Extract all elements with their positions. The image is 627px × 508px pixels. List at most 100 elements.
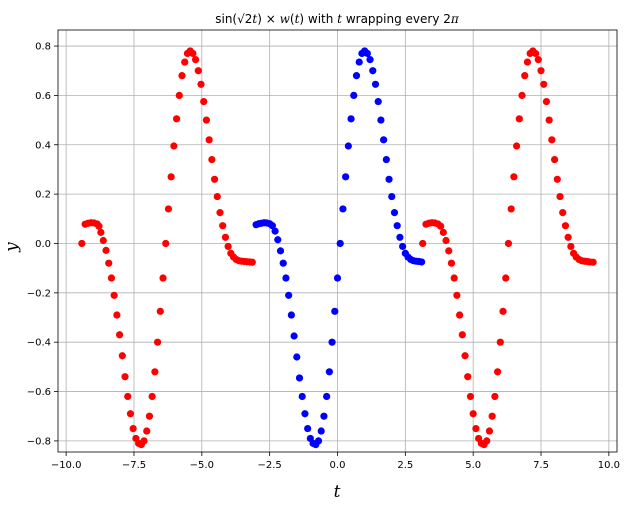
x-tick-label: 10.0 (598, 460, 620, 471)
data-point (97, 228, 105, 236)
data-point (464, 373, 472, 381)
data-point (537, 67, 545, 75)
data-point (124, 392, 132, 401)
data-point (159, 274, 167, 282)
chart-title-part: t (295, 12, 300, 26)
data-point (113, 311, 121, 319)
data-point (366, 56, 374, 64)
y-tick-label: −0.6 (27, 387, 51, 398)
data-point (390, 209, 399, 217)
data-point (550, 155, 559, 164)
y-tick-label: −0.2 (27, 288, 51, 299)
data-point (200, 97, 208, 106)
chart-title-part: π (450, 12, 460, 26)
chart-title-part: sin( (215, 12, 237, 26)
data-point (377, 116, 385, 124)
data-point (439, 228, 447, 236)
data-point (445, 247, 453, 255)
data-point (328, 338, 336, 346)
data-point (126, 410, 135, 418)
data-point (172, 115, 181, 123)
data-point (276, 247, 285, 255)
data-point (374, 97, 382, 106)
data-point (274, 236, 282, 244)
chart-title-part: w (280, 12, 291, 26)
data-point (510, 173, 518, 181)
data-point (515, 115, 523, 123)
data-point (170, 142, 178, 150)
data-point (164, 205, 173, 213)
data-point (271, 227, 279, 235)
data-point (210, 175, 219, 183)
data-point (488, 412, 496, 420)
data-point (447, 259, 456, 267)
data-point (545, 116, 553, 124)
data-point (301, 410, 309, 418)
data-point (156, 307, 164, 315)
data-point (151, 368, 159, 376)
chart-title-part: ( (290, 12, 295, 26)
data-point (143, 427, 151, 435)
data-point (491, 392, 499, 401)
data-point (99, 236, 107, 245)
data-point (344, 142, 352, 150)
data-point (485, 427, 494, 435)
data-point (285, 291, 293, 299)
data-point (331, 307, 339, 315)
data-point (221, 233, 230, 241)
series-2 (419, 47, 597, 449)
data-point (442, 236, 450, 245)
data-point (363, 49, 371, 58)
data-point (453, 291, 461, 299)
data-point (518, 91, 526, 99)
data-point (350, 91, 358, 99)
data-point (347, 115, 355, 123)
x-axis-label: t (334, 482, 341, 502)
data-point (110, 291, 118, 299)
data-point (556, 192, 564, 201)
data-point (293, 353, 301, 361)
data-point (162, 239, 170, 248)
y-axis-label: y (2, 242, 22, 253)
data-point (461, 352, 469, 360)
data-point (437, 222, 445, 230)
data-point (189, 49, 197, 58)
x-tick-label: −2.5 (258, 460, 282, 471)
data-point (140, 437, 148, 445)
data-point (153, 338, 162, 346)
y-tick-label: 0.6 (35, 91, 51, 102)
data-point (314, 437, 323, 445)
data-point (317, 427, 325, 435)
data-point (295, 374, 304, 382)
data-point (282, 274, 290, 282)
data-point (466, 392, 475, 401)
x-tick-label: 5.0 (465, 460, 481, 471)
data-point (181, 58, 189, 66)
data-point (559, 209, 567, 217)
x-tick-label: −5.0 (190, 460, 214, 471)
data-point (456, 311, 464, 319)
data-point (371, 80, 380, 88)
data-point (561, 222, 570, 230)
data-point (325, 368, 333, 376)
x-tick-label: −10.0 (51, 460, 82, 471)
data-point (385, 175, 393, 183)
x-tick-label: 0.0 (330, 460, 346, 471)
chart-title-part: ) × (257, 12, 279, 26)
data-point (197, 80, 205, 88)
data-point (148, 392, 156, 401)
data-point (483, 437, 491, 445)
data-point (534, 56, 542, 64)
data-point (129, 424, 137, 433)
data-point (194, 67, 202, 75)
data-point (419, 239, 427, 248)
data-point (469, 410, 477, 418)
data-point (507, 205, 515, 213)
data-point (107, 274, 116, 282)
data-point (548, 136, 556, 144)
data-point (521, 72, 529, 80)
data-point (496, 338, 504, 346)
data-point (102, 246, 110, 254)
